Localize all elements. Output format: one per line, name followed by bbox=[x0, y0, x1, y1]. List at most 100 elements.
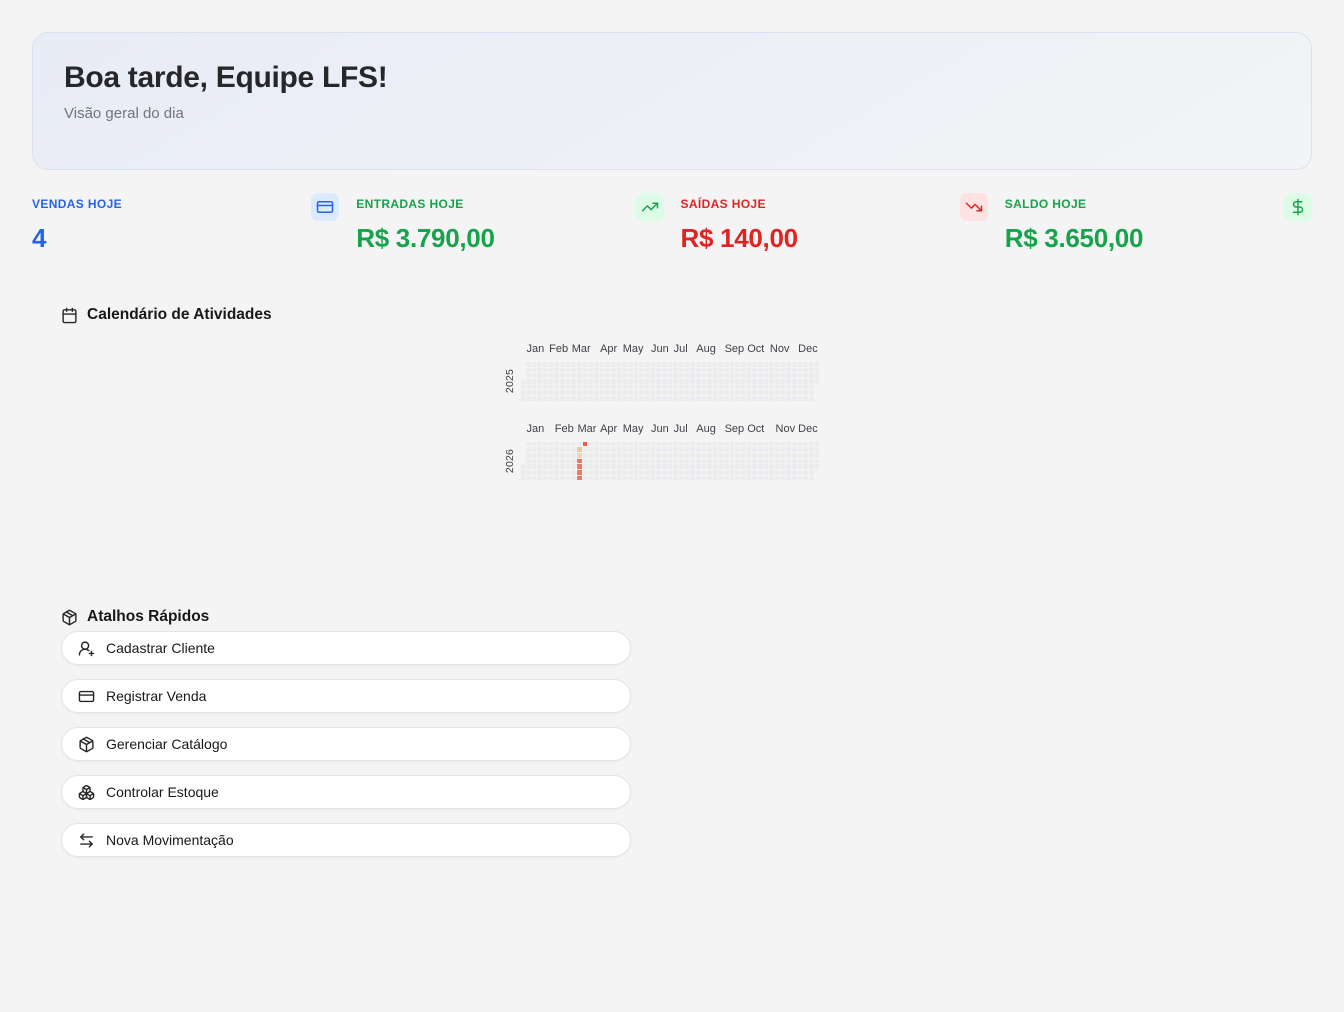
calendar-day-cell bbox=[775, 452, 780, 458]
calendar-day-cell bbox=[735, 469, 741, 475]
calendar-day-cell bbox=[718, 373, 724, 378]
calendar-day-cell bbox=[673, 378, 678, 384]
calendar-day-cell bbox=[548, 390, 554, 395]
calendar-day-cell bbox=[758, 475, 763, 481]
calendar-day-cell bbox=[769, 458, 775, 464]
calendar-day-cell bbox=[605, 458, 610, 464]
nova-movimentacao-button[interactable]: Nova Movimentação bbox=[61, 823, 631, 858]
calendar-day-cell bbox=[724, 475, 729, 481]
calendar-day-cell bbox=[611, 441, 616, 447]
calendar-day-cell bbox=[786, 378, 791, 384]
calendar-day-cell bbox=[729, 469, 735, 475]
calendar-day-cell bbox=[537, 367, 543, 373]
calendar-day-cell bbox=[633, 464, 639, 469]
stat-value: 4 bbox=[32, 223, 47, 253]
calendar-day-cell bbox=[543, 475, 548, 481]
calendar-day-cell bbox=[526, 447, 531, 452]
calendar-day-cell bbox=[707, 469, 712, 475]
package-icon bbox=[79, 736, 94, 752]
calendar-day-cell bbox=[797, 362, 803, 367]
calendar-day-cell bbox=[803, 441, 808, 447]
calendar-day-cell bbox=[582, 395, 588, 401]
calendar-day-cell bbox=[701, 362, 707, 367]
calendar-day-cell bbox=[735, 390, 741, 395]
calendar-day-cell bbox=[582, 458, 588, 464]
calendar-day-cell bbox=[565, 452, 571, 458]
calendar-day-cell bbox=[792, 441, 797, 447]
calendar-day-cell bbox=[667, 458, 673, 464]
calendar-day-cell bbox=[763, 447, 769, 452]
calendar-day-cell bbox=[735, 384, 741, 390]
calendar-day-cell bbox=[775, 390, 780, 395]
calendar-day-cell bbox=[531, 452, 537, 458]
calendar-day-cell bbox=[724, 367, 729, 373]
calendar-day-cell bbox=[746, 373, 752, 378]
calendar-day-cell bbox=[780, 395, 786, 401]
calendar-day-cell bbox=[611, 367, 616, 373]
calendar-day-cell bbox=[780, 390, 786, 395]
calendar-day-cell bbox=[605, 452, 610, 458]
calendar-day-cell bbox=[701, 464, 707, 469]
calendar-day-cell bbox=[537, 469, 543, 475]
calendar-day-cell bbox=[639, 458, 644, 464]
calendar-day-cell bbox=[673, 475, 678, 481]
boxes-icon bbox=[78, 784, 95, 800]
calendar-day-cell bbox=[588, 452, 594, 458]
calendar-day-cell bbox=[797, 395, 803, 401]
calendar-day-cell bbox=[814, 447, 820, 452]
calendar-day-cell bbox=[775, 464, 780, 469]
calendar-day-cell bbox=[741, 367, 746, 373]
calendar-day-cell bbox=[531, 441, 537, 447]
calendar-day-cell bbox=[633, 475, 639, 481]
calendar-day-cell bbox=[786, 469, 791, 475]
calendar-day-cell bbox=[673, 441, 678, 447]
calendar-day-cell bbox=[622, 441, 627, 447]
calendar-day-cell bbox=[797, 441, 803, 447]
shortcut-label: Registrar Venda bbox=[106, 688, 207, 705]
shortcut-list: Cadastrar Cliente Registrar Venda Gerenc… bbox=[61, 631, 631, 858]
calendar-day-cell bbox=[537, 384, 543, 390]
calendar-day-cell bbox=[718, 378, 724, 384]
calendar-day-cell bbox=[786, 373, 791, 378]
calendar-day-cell bbox=[724, 447, 729, 452]
calendar-year-label-wrap: 2025 bbox=[501, 362, 521, 401]
calendar-day-cell bbox=[786, 395, 791, 401]
calendar-day-cell bbox=[678, 452, 684, 458]
registrar-venda-button[interactable]: Registrar Venda bbox=[61, 679, 631, 714]
calendar-day-cell bbox=[622, 390, 627, 395]
calendar-day-cell bbox=[712, 458, 718, 464]
gerenciar-catalogo-button[interactable]: Gerenciar Catálogo bbox=[61, 727, 631, 762]
calendar-day-cell bbox=[582, 378, 588, 384]
calendar-day-cell bbox=[599, 458, 605, 464]
calendar-day-cell bbox=[543, 447, 548, 452]
calendar-day-cell bbox=[560, 362, 565, 367]
calendar-day-cell bbox=[560, 367, 565, 373]
calendar-day-cell bbox=[582, 447, 588, 452]
calendar-day-cell bbox=[656, 452, 661, 458]
stat-vendas-hoje: VENDAS HOJE 4 bbox=[32, 193, 340, 254]
calendar-day-cell bbox=[526, 384, 531, 390]
calendar-day-cell bbox=[588, 362, 594, 367]
calendar-day-cell bbox=[808, 469, 814, 475]
controlar-estoque-button[interactable]: Controlar Estoque bbox=[61, 775, 631, 810]
calendar-day-cell bbox=[780, 469, 786, 475]
cadastrar-cliente-button[interactable]: Cadastrar Cliente bbox=[61, 631, 631, 666]
calendar-day-cell bbox=[701, 367, 707, 373]
calendar-day-cell bbox=[724, 384, 729, 390]
calendar-day-cell bbox=[763, 395, 769, 401]
calendar-day-cell bbox=[741, 469, 746, 475]
calendar-day-cell bbox=[650, 362, 656, 367]
calendar-month-label: Sep bbox=[724, 343, 745, 355]
calendar-day-cell bbox=[577, 390, 582, 395]
calendar-day-cell bbox=[537, 395, 543, 401]
calendar-day-cell bbox=[673, 452, 678, 458]
calendar-day-cell bbox=[808, 367, 814, 373]
calendar-day-cell bbox=[526, 441, 531, 447]
calendar-day-cell bbox=[729, 378, 735, 384]
calendar-day-cell bbox=[543, 469, 548, 475]
calendar-day-cell bbox=[661, 441, 667, 447]
calendar-day-cell bbox=[808, 395, 814, 401]
calendar-day-cell bbox=[520, 390, 526, 395]
calendar-day-cell bbox=[712, 447, 718, 452]
calendar-day-cell bbox=[724, 362, 729, 367]
